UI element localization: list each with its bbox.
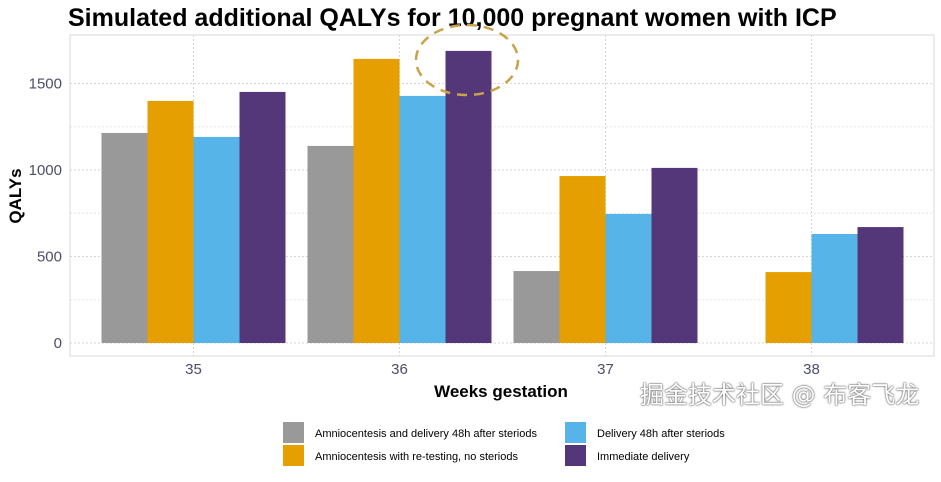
legend-swatch [283,422,304,443]
x-tick-label: 38 [803,361,820,378]
legend-label: Immediate delivery [597,451,690,463]
bar [559,176,606,344]
bar [353,58,400,344]
bar [101,132,148,344]
legend-label: Delivery 48h after steriods [597,428,725,440]
legend-label: Amniocentesis with re-testing, no sterio… [315,451,518,463]
bar [307,145,354,344]
x-axis-label: Weeks gestation [434,382,568,401]
y-tick-label: 500 [37,248,62,265]
bar [399,95,446,344]
legend-swatch [565,422,586,443]
legend-swatch [283,445,304,466]
legend-swatch [565,445,586,466]
bar [193,136,240,344]
bar [513,271,560,344]
y-tick-label: 1000 [29,162,62,179]
bar [811,234,858,344]
bar [605,213,652,344]
x-tick-label: 36 [391,361,408,378]
chart-title: Simulated additional QALYs for 10,000 pr… [68,4,837,32]
bar [239,91,286,344]
x-tick-label: 37 [597,361,614,378]
legend-label: Amniocentesis and delivery 48h after ste… [315,428,537,440]
highlight-annotation [414,23,520,97]
y-axis-label: QALYs [6,168,25,223]
bar [147,100,194,344]
x-tick-label: 35 [185,361,202,378]
bar [857,227,904,344]
y-tick-label: 0 [54,335,62,352]
watermark: 掘金技术社区 @ 布客飞龙 [640,381,920,409]
legend: Amniocentesis and delivery 48h after ste… [283,422,725,466]
bar [651,167,698,344]
bar [445,50,492,344]
bar [765,272,812,344]
y-tick-label: 1500 [29,75,62,92]
